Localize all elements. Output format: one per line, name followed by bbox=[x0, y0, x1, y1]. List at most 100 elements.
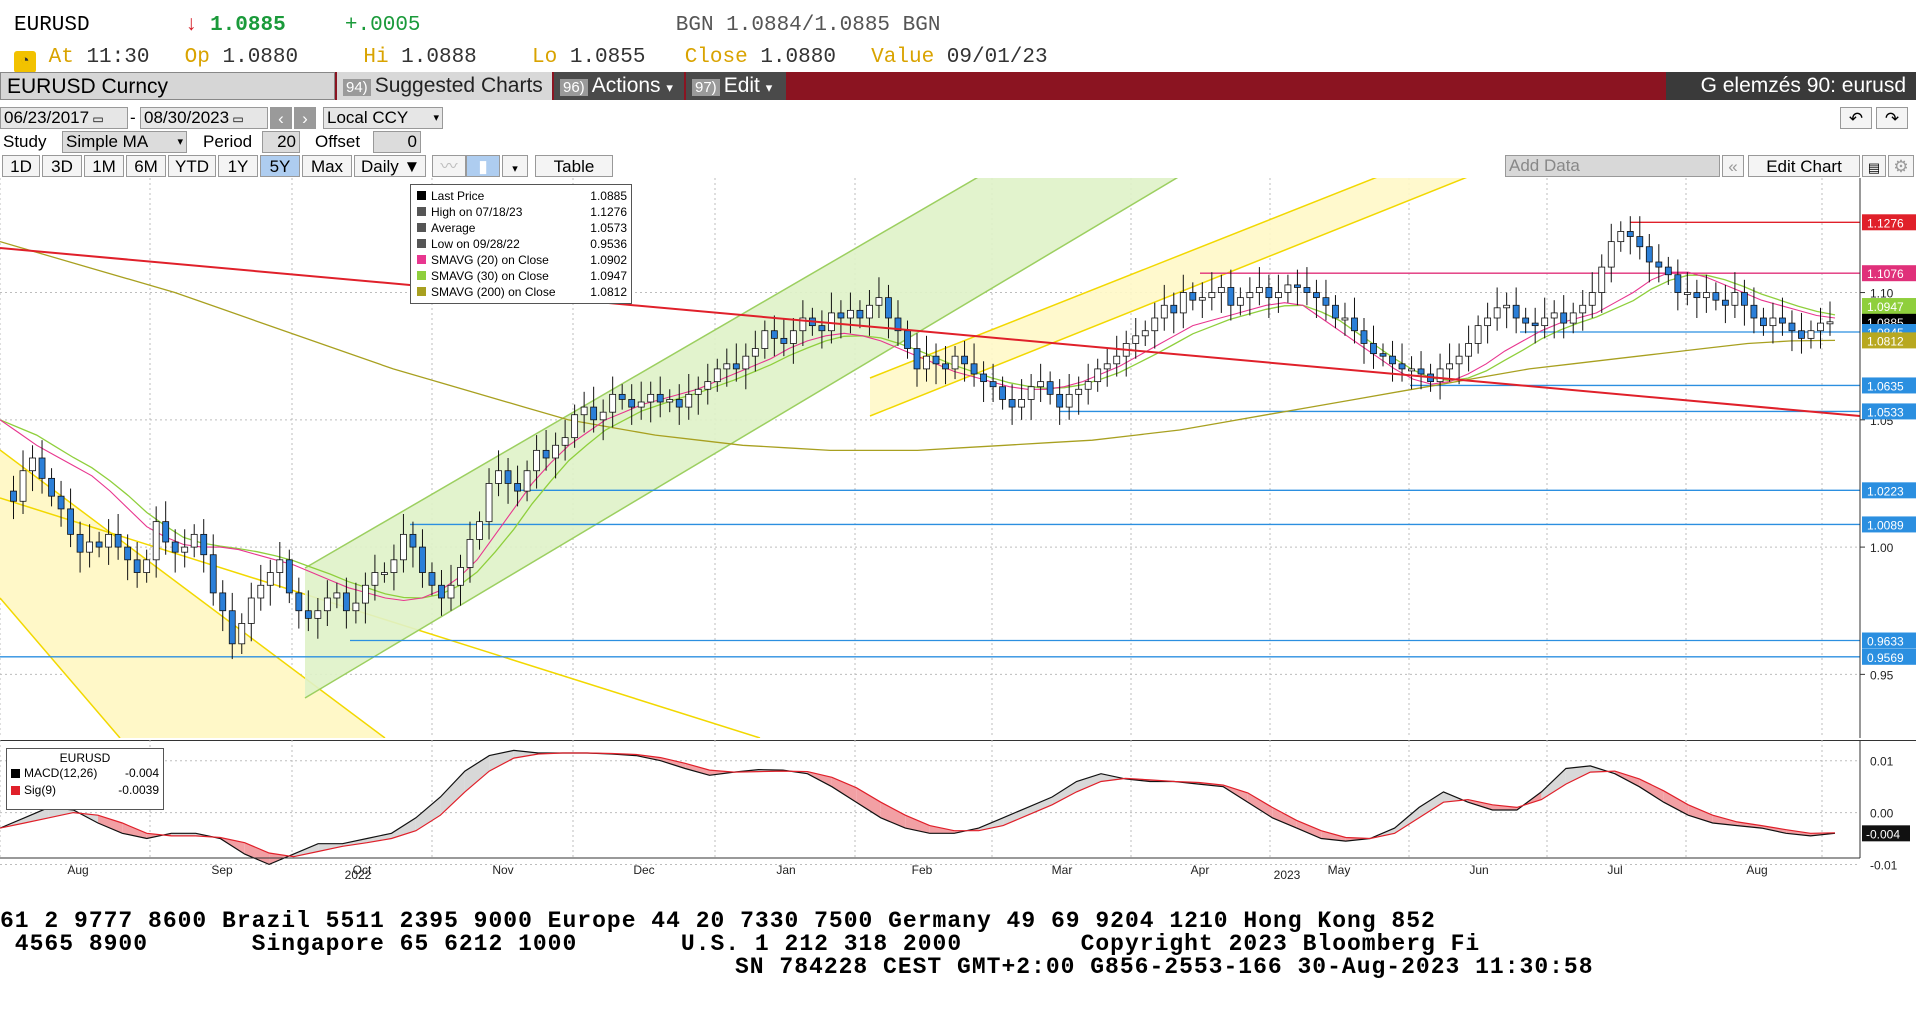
macd-histogram-fill bbox=[1541, 768, 1566, 800]
macd-histogram-fill bbox=[342, 838, 367, 847]
period-1d[interactable]: 1D bbox=[2, 155, 40, 177]
candle-body bbox=[323, 597, 331, 612]
macd-histogram-fill bbox=[831, 777, 857, 803]
edit-chart-button[interactable]: Edit Chart bbox=[1748, 155, 1860, 177]
candle-body bbox=[999, 386, 1006, 400]
period-max[interactable]: Max bbox=[302, 155, 352, 177]
x-month-label: Nov bbox=[492, 863, 513, 877]
currency-select[interactable]: Local CCY ▾ bbox=[323, 107, 443, 129]
candle-body bbox=[1674, 274, 1682, 293]
redo-button[interactable]: ↷ bbox=[1876, 107, 1908, 129]
frequency-select[interactable]: Daily ▼ bbox=[354, 155, 426, 177]
actions-menu[interactable]: 96) Actions ▾ bbox=[554, 72, 684, 100]
x-month-label: Oct bbox=[353, 863, 372, 877]
line-style-button[interactable]: 〰 bbox=[432, 155, 466, 177]
candle-body bbox=[904, 330, 911, 349]
candle-body bbox=[1645, 246, 1653, 263]
y-tick-label: 1.00 bbox=[1870, 541, 1894, 555]
candle-body bbox=[637, 401, 645, 408]
legend-value: 1.0902 bbox=[590, 253, 627, 267]
price-chart[interactable]: 1.101.051.000.95 1.12761.10761.09471.088… bbox=[0, 178, 1916, 738]
candle-body bbox=[866, 304, 873, 319]
period-3d[interactable]: 3D bbox=[42, 155, 82, 177]
collapse-button[interactable]: « bbox=[1722, 155, 1744, 177]
legend-item: High on 07/18/23 1.1276 bbox=[415, 204, 627, 220]
candle-body bbox=[409, 533, 417, 548]
period-1y[interactable]: 1Y bbox=[218, 155, 258, 177]
candle-body bbox=[1750, 304, 1758, 319]
chart-settings-button[interactable]: ▤ bbox=[1862, 155, 1886, 177]
clock-icon[interactable]: ◔ bbox=[14, 51, 36, 73]
price-tag-bg bbox=[1862, 298, 1916, 315]
candle-body bbox=[1579, 304, 1587, 314]
next-range-button[interactable]: › bbox=[294, 107, 316, 129]
candle-body bbox=[1094, 368, 1102, 383]
period-input[interactable]: 20 bbox=[262, 131, 300, 153]
legend-value: 1.0573 bbox=[590, 221, 627, 235]
start-date-field[interactable]: 06/23/2017 ▭ bbox=[0, 107, 128, 129]
macd-histogram-fill bbox=[513, 750, 539, 759]
candle-body bbox=[970, 363, 978, 375]
period-5y[interactable]: 5Y bbox=[260, 155, 300, 177]
gear-button[interactable]: ⚙ bbox=[1888, 155, 1914, 177]
line-chart-icon: 〰 bbox=[440, 157, 458, 176]
legend-swatch bbox=[417, 255, 426, 264]
x-year-label: 2022 bbox=[345, 868, 372, 880]
security-field[interactable]: EURUSD Curncy bbox=[0, 72, 335, 100]
suggested-charts-button[interactable]: 94) Suggested Charts bbox=[337, 72, 552, 100]
macd-histogram-fill bbox=[1101, 773, 1126, 782]
end-date-field[interactable]: 08/30/2023 ▭ bbox=[140, 107, 268, 129]
macd-last-tag: -0.004 bbox=[1866, 827, 1900, 841]
macd-histogram-fill bbox=[1639, 778, 1664, 803]
legend-label: SMAVG (200) on Close bbox=[431, 285, 556, 299]
offset-input[interactable]: 0 bbox=[373, 131, 421, 153]
candle-body bbox=[238, 623, 246, 645]
candle-body bbox=[885, 297, 892, 319]
price-tag: 1.0635 bbox=[1862, 377, 1916, 394]
prev-range-button[interactable]: ‹ bbox=[270, 107, 292, 129]
candle-body bbox=[656, 393, 664, 403]
candle-body bbox=[761, 330, 769, 349]
macd-chart[interactable]: 0.01 0.00 -0.01 -0.004 Aug Sep Oct Nov Dec Jan Fe… bbox=[0, 740, 1916, 880]
gear-icon: ⚙ bbox=[1893, 157, 1909, 176]
price-tag-label: 1.0533 bbox=[1867, 405, 1904, 419]
x-month-label: Jan bbox=[776, 863, 795, 877]
study-select[interactable]: Simple MA ▾ bbox=[62, 131, 187, 153]
candle-body bbox=[1246, 292, 1254, 299]
candle-body bbox=[751, 348, 759, 357]
price-tag-label: 1.0089 bbox=[1867, 518, 1904, 532]
candle-body bbox=[1236, 297, 1244, 306]
style-dropdown[interactable]: ▾ bbox=[502, 155, 528, 177]
candle-body bbox=[837, 312, 845, 319]
macd-histogram-fill bbox=[880, 802, 906, 829]
table-button[interactable]: Table bbox=[535, 155, 613, 177]
macd-histogram-fill bbox=[1003, 807, 1028, 826]
macd-tick-label: 0.01 bbox=[1870, 755, 1894, 769]
period-6m[interactable]: 6M bbox=[126, 155, 166, 177]
candle-body bbox=[1760, 317, 1767, 327]
undo-button[interactable]: ↶ bbox=[1840, 107, 1872, 129]
price-tag: 1.0533 bbox=[1862, 403, 1916, 420]
legend-swatch bbox=[417, 223, 426, 232]
falling-channel-bottom bbox=[0, 597, 121, 738]
price-tag-bg bbox=[1862, 214, 1916, 231]
rising-channel-green-top bbox=[304, 178, 979, 569]
candle-body bbox=[1807, 330, 1815, 339]
candle-style-button[interactable]: ▮ bbox=[466, 155, 500, 177]
period-1m[interactable]: 1M bbox=[84, 155, 124, 177]
candle-body bbox=[29, 457, 36, 472]
add-data-input[interactable]: Add Data bbox=[1505, 155, 1720, 177]
signal-line bbox=[0, 752, 1836, 858]
candle-body bbox=[609, 393, 617, 413]
candle-body bbox=[1788, 322, 1796, 332]
edit-menu[interactable]: 97) Edit ▾ bbox=[686, 72, 786, 100]
candle-body bbox=[1379, 353, 1387, 357]
macd-histogram-fill bbox=[1663, 790, 1689, 816]
legend-item: SMAVG (20) on Close 1.0902 bbox=[415, 252, 627, 268]
macd-histogram-fill bbox=[1688, 804, 1713, 823]
candle-body bbox=[561, 437, 569, 446]
price-tag-label: 0.9633 bbox=[1867, 635, 1904, 649]
candle-body bbox=[485, 483, 493, 523]
candle-body bbox=[1798, 330, 1805, 339]
period-ytd[interactable]: YTD bbox=[168, 155, 216, 177]
